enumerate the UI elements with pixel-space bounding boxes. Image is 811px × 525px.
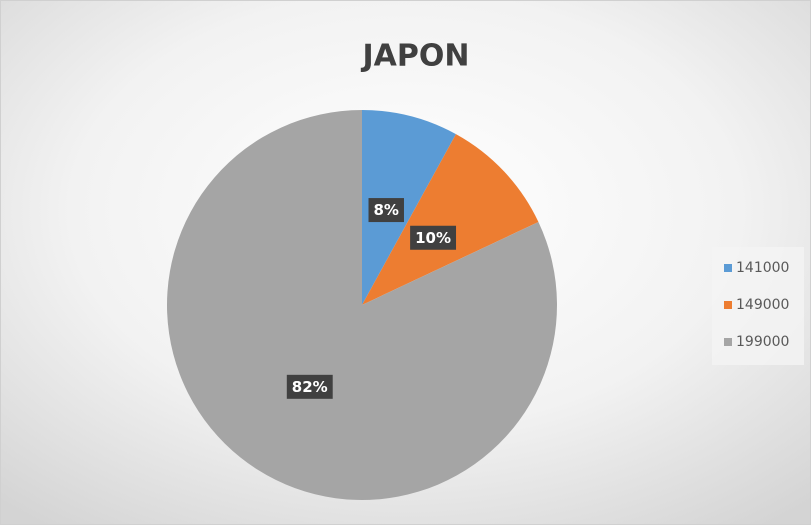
data-label: 82%	[292, 378, 328, 396]
data-label: 10%	[415, 229, 451, 247]
pie-slice	[362, 110, 456, 305]
legend-swatch	[724, 264, 732, 272]
pie-slice	[362, 134, 539, 305]
legend-swatch	[724, 301, 732, 309]
chart-title: JAPON	[361, 39, 470, 74]
pie-slice	[166, 110, 557, 501]
legend-swatch	[724, 338, 732, 346]
legend-label: 141000	[736, 260, 789, 276]
legend-label: 149000	[736, 297, 789, 313]
legend-label: 199000	[736, 334, 789, 350]
data-label-box	[368, 198, 404, 223]
data-label-box	[410, 225, 457, 250]
data-label-box	[286, 374, 333, 399]
data-label: 8%	[374, 201, 399, 219]
